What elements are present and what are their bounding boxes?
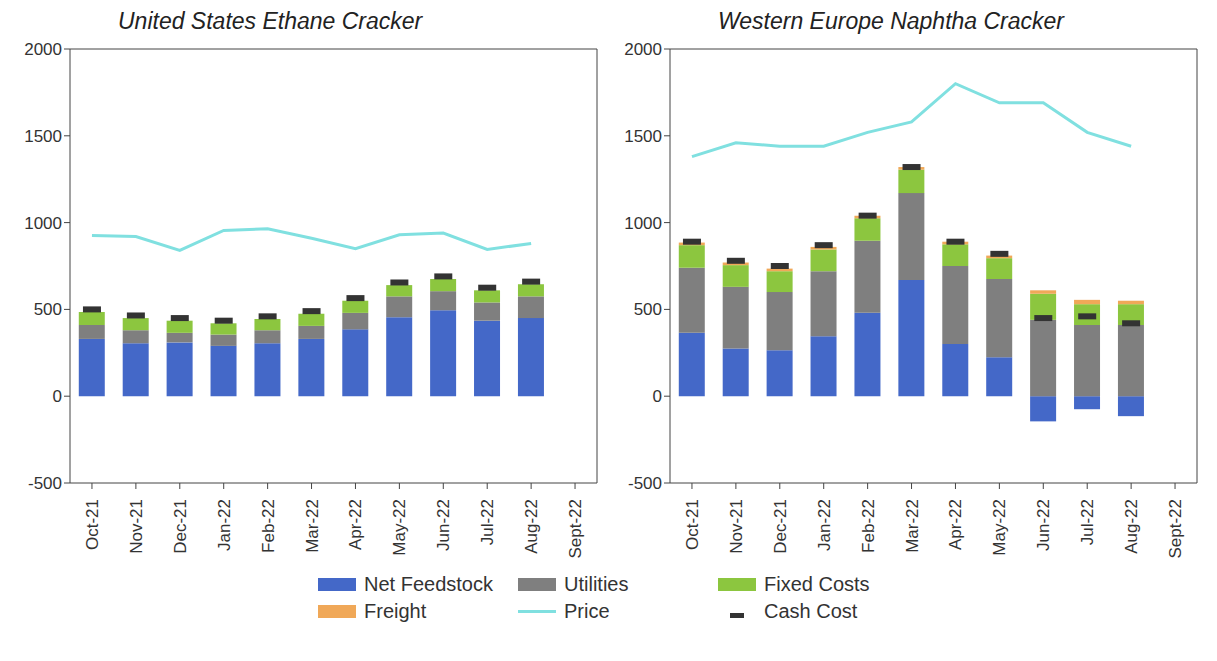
svg-text:Jan-22: Jan-22 bbox=[215, 499, 234, 551]
svg-text:May-22: May-22 bbox=[990, 499, 1009, 556]
svg-text:0: 0 bbox=[653, 387, 662, 406]
svg-text:1500: 1500 bbox=[624, 127, 662, 146]
svg-text:Nov-21: Nov-21 bbox=[727, 499, 746, 554]
svg-text:Aug-22: Aug-22 bbox=[1122, 499, 1141, 554]
svg-text:500: 500 bbox=[634, 300, 662, 319]
html-text:Net Feedstock: Net Feedstock bbox=[364, 573, 493, 595]
html-text:Freight: Freight bbox=[364, 600, 427, 622]
svg-text:Mar-22: Mar-22 bbox=[903, 499, 922, 553]
svg-text:Aug-22: Aug-22 bbox=[522, 499, 541, 554]
html-text:Western Europe Naphtha Cracker: Western Europe Naphtha Cracker bbox=[718, 8, 1064, 34]
svg-text:Dec-21: Dec-21 bbox=[771, 499, 790, 554]
svg-text:1000: 1000 bbox=[624, 214, 662, 233]
svg-text:Apr-22: Apr-22 bbox=[346, 499, 365, 550]
html-text:Utilities: Utilities bbox=[564, 573, 629, 595]
svg-text:Jun-22: Jun-22 bbox=[434, 499, 453, 551]
svg-text:Sept-22: Sept-22 bbox=[566, 499, 585, 559]
svg-text:Jul-22: Jul-22 bbox=[1078, 499, 1097, 545]
svg-text:Dec-21: Dec-21 bbox=[171, 499, 190, 554]
html-text:United States Ethane Cracker: United States Ethane Cracker bbox=[118, 8, 423, 34]
svg-text:1000: 1000 bbox=[24, 214, 62, 233]
svg-text:1500: 1500 bbox=[24, 127, 62, 146]
svg-text:Sept-22: Sept-22 bbox=[1166, 499, 1185, 559]
svg-text:Jun-22: Jun-22 bbox=[1034, 499, 1053, 551]
svg-text:Feb-22: Feb-22 bbox=[259, 499, 278, 553]
svg-text:Jul-22: Jul-22 bbox=[478, 499, 497, 545]
svg-text:Mar-22: Mar-22 bbox=[303, 499, 322, 553]
html-text:Cash Cost: Cash Cost bbox=[764, 600, 858, 622]
svg-text:May-22: May-22 bbox=[390, 499, 409, 556]
svg-text:-500: -500 bbox=[628, 474, 662, 493]
svg-text:-500: -500 bbox=[28, 474, 62, 493]
svg-text:Oct-21: Oct-21 bbox=[683, 499, 702, 550]
svg-text:Oct-21: Oct-21 bbox=[83, 499, 102, 550]
svg-text:Apr-22: Apr-22 bbox=[946, 499, 965, 550]
svg-text:Feb-22: Feb-22 bbox=[859, 499, 878, 553]
svg-text:Nov-21: Nov-21 bbox=[127, 499, 146, 554]
html-text:Fixed Costs: Fixed Costs bbox=[764, 573, 870, 595]
svg-text:Jan-22: Jan-22 bbox=[815, 499, 834, 551]
html-text:Price: Price bbox=[564, 600, 610, 622]
svg-text:500: 500 bbox=[34, 300, 62, 319]
svg-text:2000: 2000 bbox=[24, 40, 62, 59]
svg-text:2000: 2000 bbox=[624, 40, 662, 59]
svg-text:0: 0 bbox=[53, 387, 62, 406]
